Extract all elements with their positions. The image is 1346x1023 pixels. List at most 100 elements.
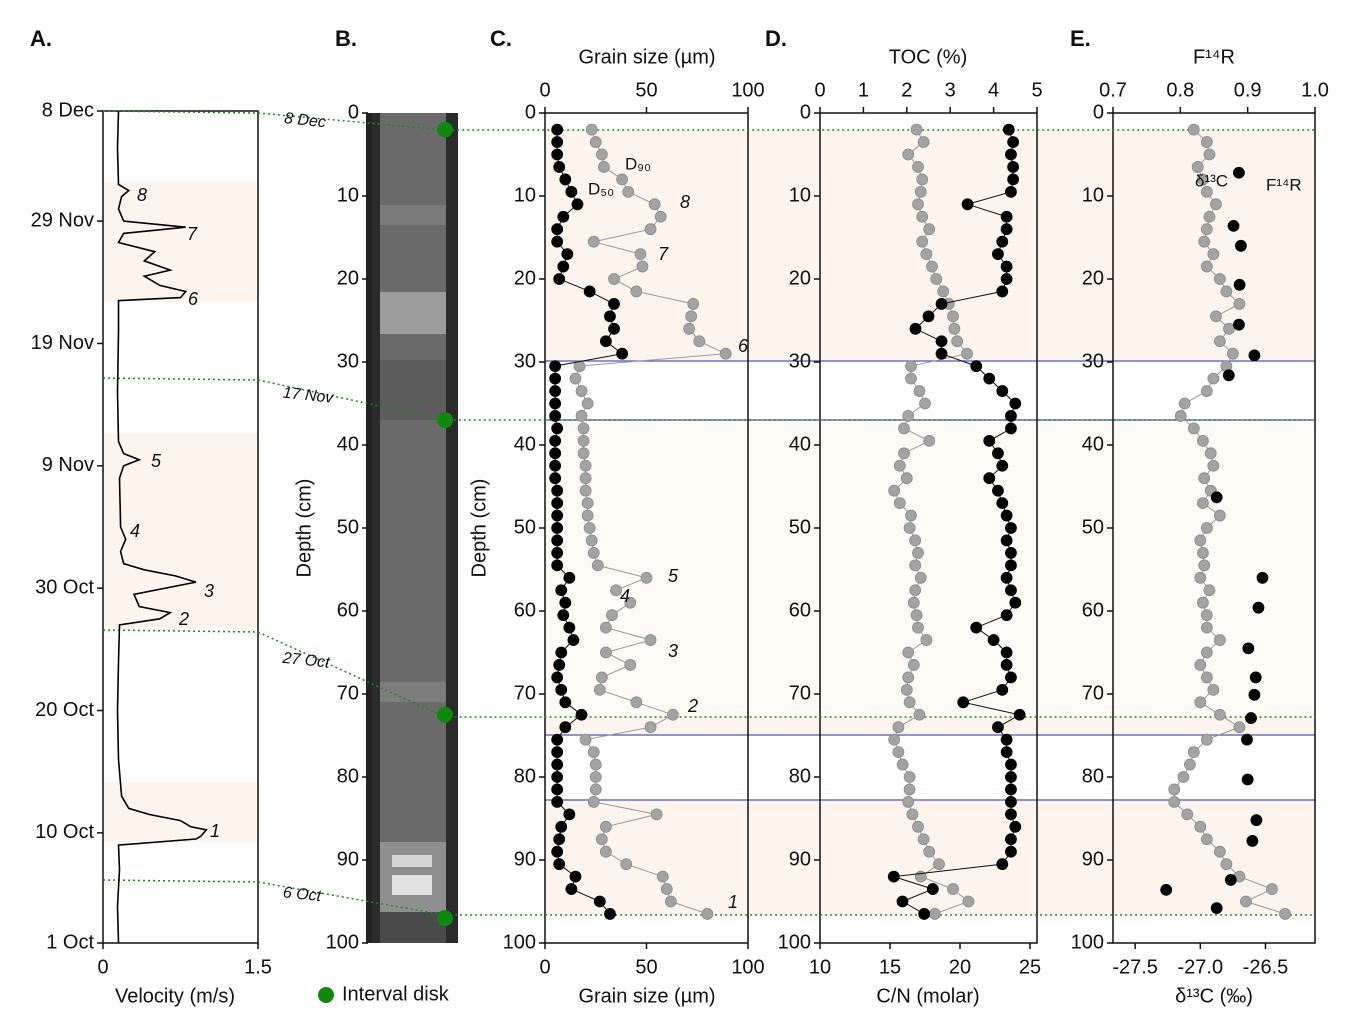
- x-axis-label: δ¹³C (‰): [1175, 985, 1253, 1007]
- data-point: [1000, 571, 1013, 584]
- core-layer: [380, 360, 446, 420]
- data-point: [996, 683, 1009, 696]
- data-point: [1200, 185, 1213, 198]
- data-point: [1181, 808, 1194, 821]
- data-point: [636, 260, 649, 273]
- y-tick-label: 10: [789, 184, 811, 206]
- y-tick-label: 0: [348, 101, 359, 123]
- data-point: [910, 123, 923, 136]
- data-point: [1210, 902, 1223, 915]
- data-point: [549, 447, 562, 460]
- series-line: [1173, 129, 1286, 915]
- y-tick-label: 60: [337, 599, 359, 621]
- y-tick-label: 10: [337, 184, 359, 206]
- data-point: [551, 497, 564, 510]
- event-shade: [103, 433, 258, 628]
- data-point: [1266, 883, 1278, 895]
- disk-date-label: 8 Dec: [283, 110, 326, 131]
- event-label: 4: [130, 521, 140, 541]
- data-point: [1005, 771, 1017, 783]
- data-point: [551, 136, 564, 148]
- event-label: 1: [210, 821, 220, 841]
- data-point: [1005, 783, 1017, 796]
- event-label: 2: [178, 609, 189, 629]
- data-point: [905, 509, 917, 522]
- data-point: [551, 559, 564, 572]
- y-tick-label: 80: [1082, 765, 1104, 787]
- data-point: [962, 895, 975, 908]
- data-point: [577, 434, 590, 447]
- data-point: [1207, 683, 1220, 696]
- data-point: [957, 696, 970, 709]
- event-shade: [103, 782, 258, 842]
- data-point: [640, 571, 653, 584]
- data-point: [900, 683, 913, 696]
- data-point: [1194, 659, 1207, 671]
- data-point: [917, 136, 930, 148]
- y-tick-label: 0: [1093, 101, 1104, 123]
- y-tick-label: 70: [789, 682, 811, 704]
- data-point: [600, 820, 612, 833]
- data-point: [591, 559, 604, 572]
- event-label: 1: [728, 892, 738, 912]
- data-point: [1233, 318, 1245, 331]
- data-point: [575, 385, 588, 397]
- data-point: [1220, 285, 1233, 298]
- core-image: [366, 113, 458, 943]
- data-point: [912, 161, 924, 173]
- event-label: 5: [151, 451, 162, 471]
- data-point: [948, 322, 961, 335]
- data-point: [608, 273, 620, 285]
- disk-date-label: 17 Nov: [282, 385, 335, 407]
- data-point: [1005, 796, 1017, 808]
- data-point: [549, 472, 562, 485]
- y-tick-label: 30: [789, 350, 811, 372]
- data-point: [624, 659, 637, 671]
- data-point: [913, 385, 926, 397]
- data-point: [597, 161, 610, 173]
- data-point: [996, 385, 1009, 397]
- data-point: [1224, 874, 1237, 886]
- data-point: [608, 322, 620, 335]
- data-point: [928, 908, 941, 920]
- x-tick-label: 0: [539, 956, 550, 978]
- data-point: [634, 248, 647, 261]
- data-point: [970, 360, 983, 373]
- y-tick-label: 40: [514, 433, 536, 455]
- disk-date-label: 6 Oct: [282, 884, 322, 905]
- data-point: [579, 484, 592, 497]
- data-point: [581, 397, 594, 410]
- data-point: [587, 796, 600, 808]
- series-label: D₉₀: [625, 154, 651, 173]
- data-point: [650, 808, 663, 821]
- data-point: [575, 708, 588, 721]
- data-point: [947, 883, 959, 895]
- data-point: [1160, 883, 1173, 896]
- data-point: [1246, 835, 1259, 847]
- panel-label: D.: [765, 26, 787, 51]
- data-point: [557, 260, 570, 273]
- data-point: [567, 634, 580, 646]
- series-label: F¹⁴R: [1266, 175, 1302, 194]
- data-point: [1187, 123, 1200, 136]
- data-point: [909, 559, 922, 572]
- x-tick-label: 0: [97, 956, 108, 978]
- event-label: 6: [188, 289, 199, 309]
- data-point: [1240, 895, 1252, 908]
- data-point: [1005, 547, 1017, 559]
- core-layer: [380, 205, 446, 225]
- data-point: [1200, 136, 1213, 148]
- data-point: [903, 771, 916, 783]
- data-point: [1198, 559, 1211, 572]
- data-point: [1005, 584, 1017, 597]
- connectors: [102, 110, 1315, 916]
- data-point: [983, 372, 996, 385]
- data-point: [549, 410, 562, 422]
- data-point: [1220, 858, 1233, 871]
- data-point: [553, 659, 566, 671]
- y-tick-label: 90: [514, 848, 536, 870]
- y-tick-label: 30: [1082, 350, 1104, 372]
- data-point: [1007, 173, 1020, 186]
- data-point: [1203, 148, 1216, 161]
- data-point: [1248, 688, 1261, 701]
